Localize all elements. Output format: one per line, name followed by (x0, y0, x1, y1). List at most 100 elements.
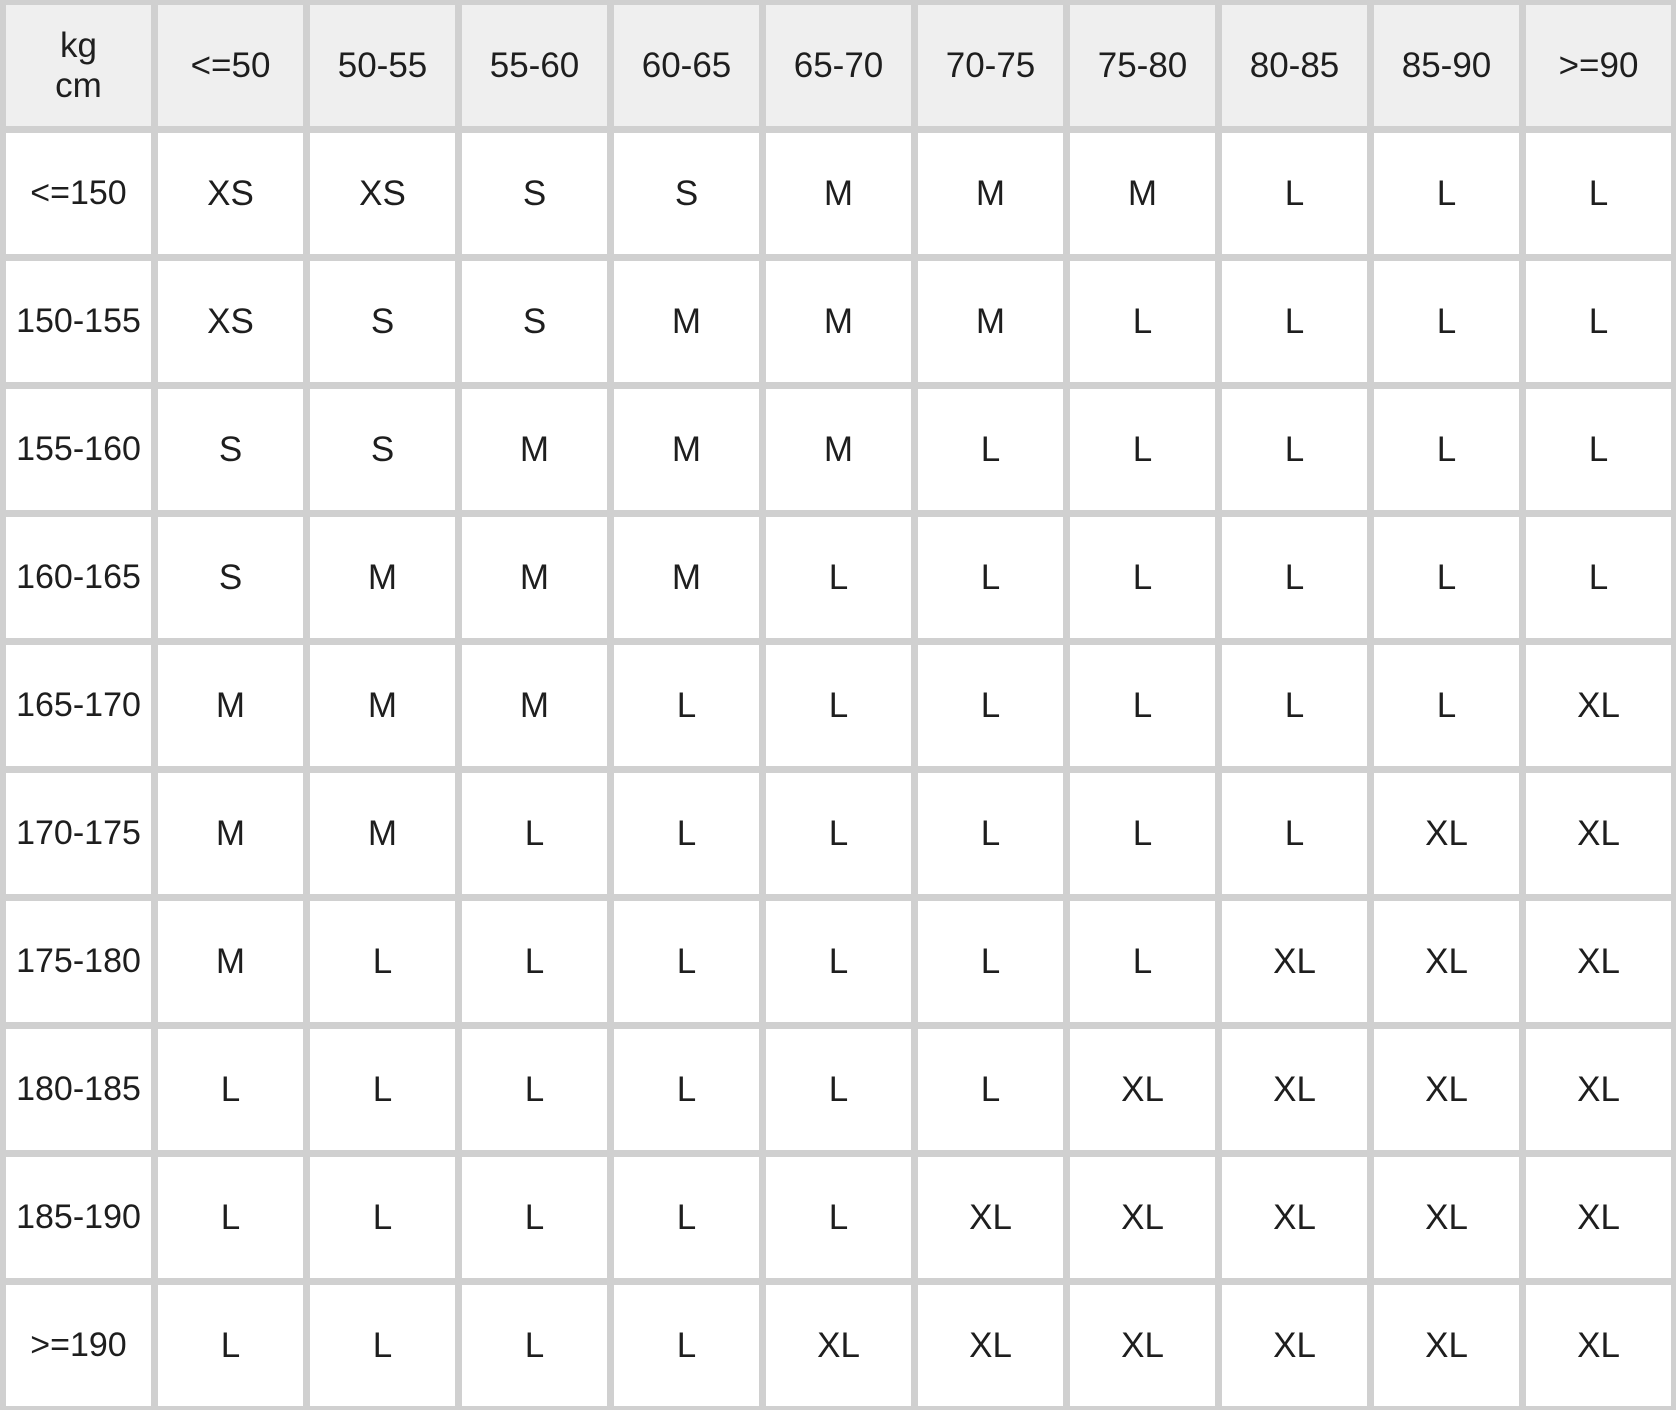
size-cell: M (1070, 133, 1215, 254)
size-cell: L (614, 1157, 759, 1278)
size-cell: XL (1526, 1029, 1671, 1150)
size-cell: L (462, 773, 607, 894)
column-header: 75-80 (1070, 5, 1215, 126)
row-header: 170-175 (6, 773, 151, 894)
size-cell: L (766, 773, 911, 894)
size-cell: L (1070, 517, 1215, 638)
size-cell: L (1374, 389, 1519, 510)
size-cell: L (1222, 133, 1367, 254)
size-cell: XL (918, 1285, 1063, 1406)
size-cell: L (1222, 389, 1367, 510)
column-header: <=50 (158, 5, 303, 126)
size-cell: M (310, 517, 455, 638)
size-cell: L (614, 645, 759, 766)
size-cell: XL (1222, 1285, 1367, 1406)
size-cell: XL (1526, 901, 1671, 1022)
size-cell: XL (918, 1157, 1063, 1278)
size-cell: L (1070, 901, 1215, 1022)
size-cell: M (158, 645, 303, 766)
size-cell: M (918, 133, 1063, 254)
size-cell: L (1526, 133, 1671, 254)
column-header: 65-70 (766, 5, 911, 126)
size-cell: L (462, 1285, 607, 1406)
row-header: 160-165 (6, 517, 151, 638)
column-header: 55-60 (462, 5, 607, 126)
size-cell: L (918, 517, 1063, 638)
size-cell: XL (1070, 1157, 1215, 1278)
row-header: 150-155 (6, 261, 151, 382)
size-cell: S (158, 389, 303, 510)
size-cell: L (158, 1029, 303, 1150)
size-cell: L (310, 901, 455, 1022)
size-cell: XL (1222, 901, 1367, 1022)
row-header: 180-185 (6, 1029, 151, 1150)
size-cell: L (766, 645, 911, 766)
size-cell: L (1222, 773, 1367, 894)
size-cell: L (1526, 517, 1671, 638)
size-cell: XL (1222, 1029, 1367, 1150)
size-cell: L (1222, 645, 1367, 766)
size-cell: XL (1526, 773, 1671, 894)
size-cell: L (310, 1157, 455, 1278)
size-cell: L (1222, 261, 1367, 382)
size-cell: L (1374, 645, 1519, 766)
size-cell: M (158, 901, 303, 1022)
size-cell: L (766, 901, 911, 1022)
size-cell: XL (1222, 1157, 1367, 1278)
size-cell: L (918, 389, 1063, 510)
size-cell: L (918, 1029, 1063, 1150)
column-header: 70-75 (918, 5, 1063, 126)
size-cell: M (310, 645, 455, 766)
size-cell: S (310, 261, 455, 382)
size-cell: L (614, 1029, 759, 1150)
size-cell: L (1070, 645, 1215, 766)
size-cell: XL (766, 1285, 911, 1406)
size-cell: XL (1070, 1029, 1215, 1150)
row-header: 165-170 (6, 645, 151, 766)
weight-unit-label: kg (60, 25, 97, 65)
size-cell: L (158, 1285, 303, 1406)
size-cell: XS (310, 133, 455, 254)
size-cell: M (614, 389, 759, 510)
size-cell: L (1222, 517, 1367, 638)
size-cell: M (918, 261, 1063, 382)
row-header: <=150 (6, 133, 151, 254)
size-cell: XL (1374, 1157, 1519, 1278)
row-header: 155-160 (6, 389, 151, 510)
size-cell: M (614, 517, 759, 638)
row-header: 175-180 (6, 901, 151, 1022)
size-cell: S (614, 133, 759, 254)
size-cell: S (158, 517, 303, 638)
size-cell: S (462, 261, 607, 382)
column-header: 50-55 (310, 5, 455, 126)
size-cell: XL (1374, 1029, 1519, 1150)
size-cell: XS (158, 133, 303, 254)
size-cell: XL (1526, 1285, 1671, 1406)
size-cell: M (462, 517, 607, 638)
size-cell: L (158, 1157, 303, 1278)
size-cell: L (1526, 261, 1671, 382)
size-cell: XL (1070, 1285, 1215, 1406)
size-cell: XL (1374, 901, 1519, 1022)
size-cell: L (918, 773, 1063, 894)
size-cell: L (462, 901, 607, 1022)
size-cell: L (614, 1285, 759, 1406)
column-header: >=90 (1526, 5, 1671, 126)
size-cell: L (1526, 389, 1671, 510)
size-cell: L (1374, 133, 1519, 254)
size-cell: L (918, 901, 1063, 1022)
row-header: >=190 (6, 1285, 151, 1406)
size-cell: M (766, 133, 911, 254)
size-cell: XL (1374, 1285, 1519, 1406)
size-cell: M (766, 389, 911, 510)
size-cell: L (766, 1029, 911, 1150)
size-cell: L (1070, 773, 1215, 894)
size-cell: L (462, 1029, 607, 1150)
size-cell: S (310, 389, 455, 510)
height-unit-label: cm (55, 65, 102, 105)
size-cell: L (310, 1285, 455, 1406)
size-cell: S (462, 133, 607, 254)
size-cell: L (766, 517, 911, 638)
size-cell: L (918, 645, 1063, 766)
